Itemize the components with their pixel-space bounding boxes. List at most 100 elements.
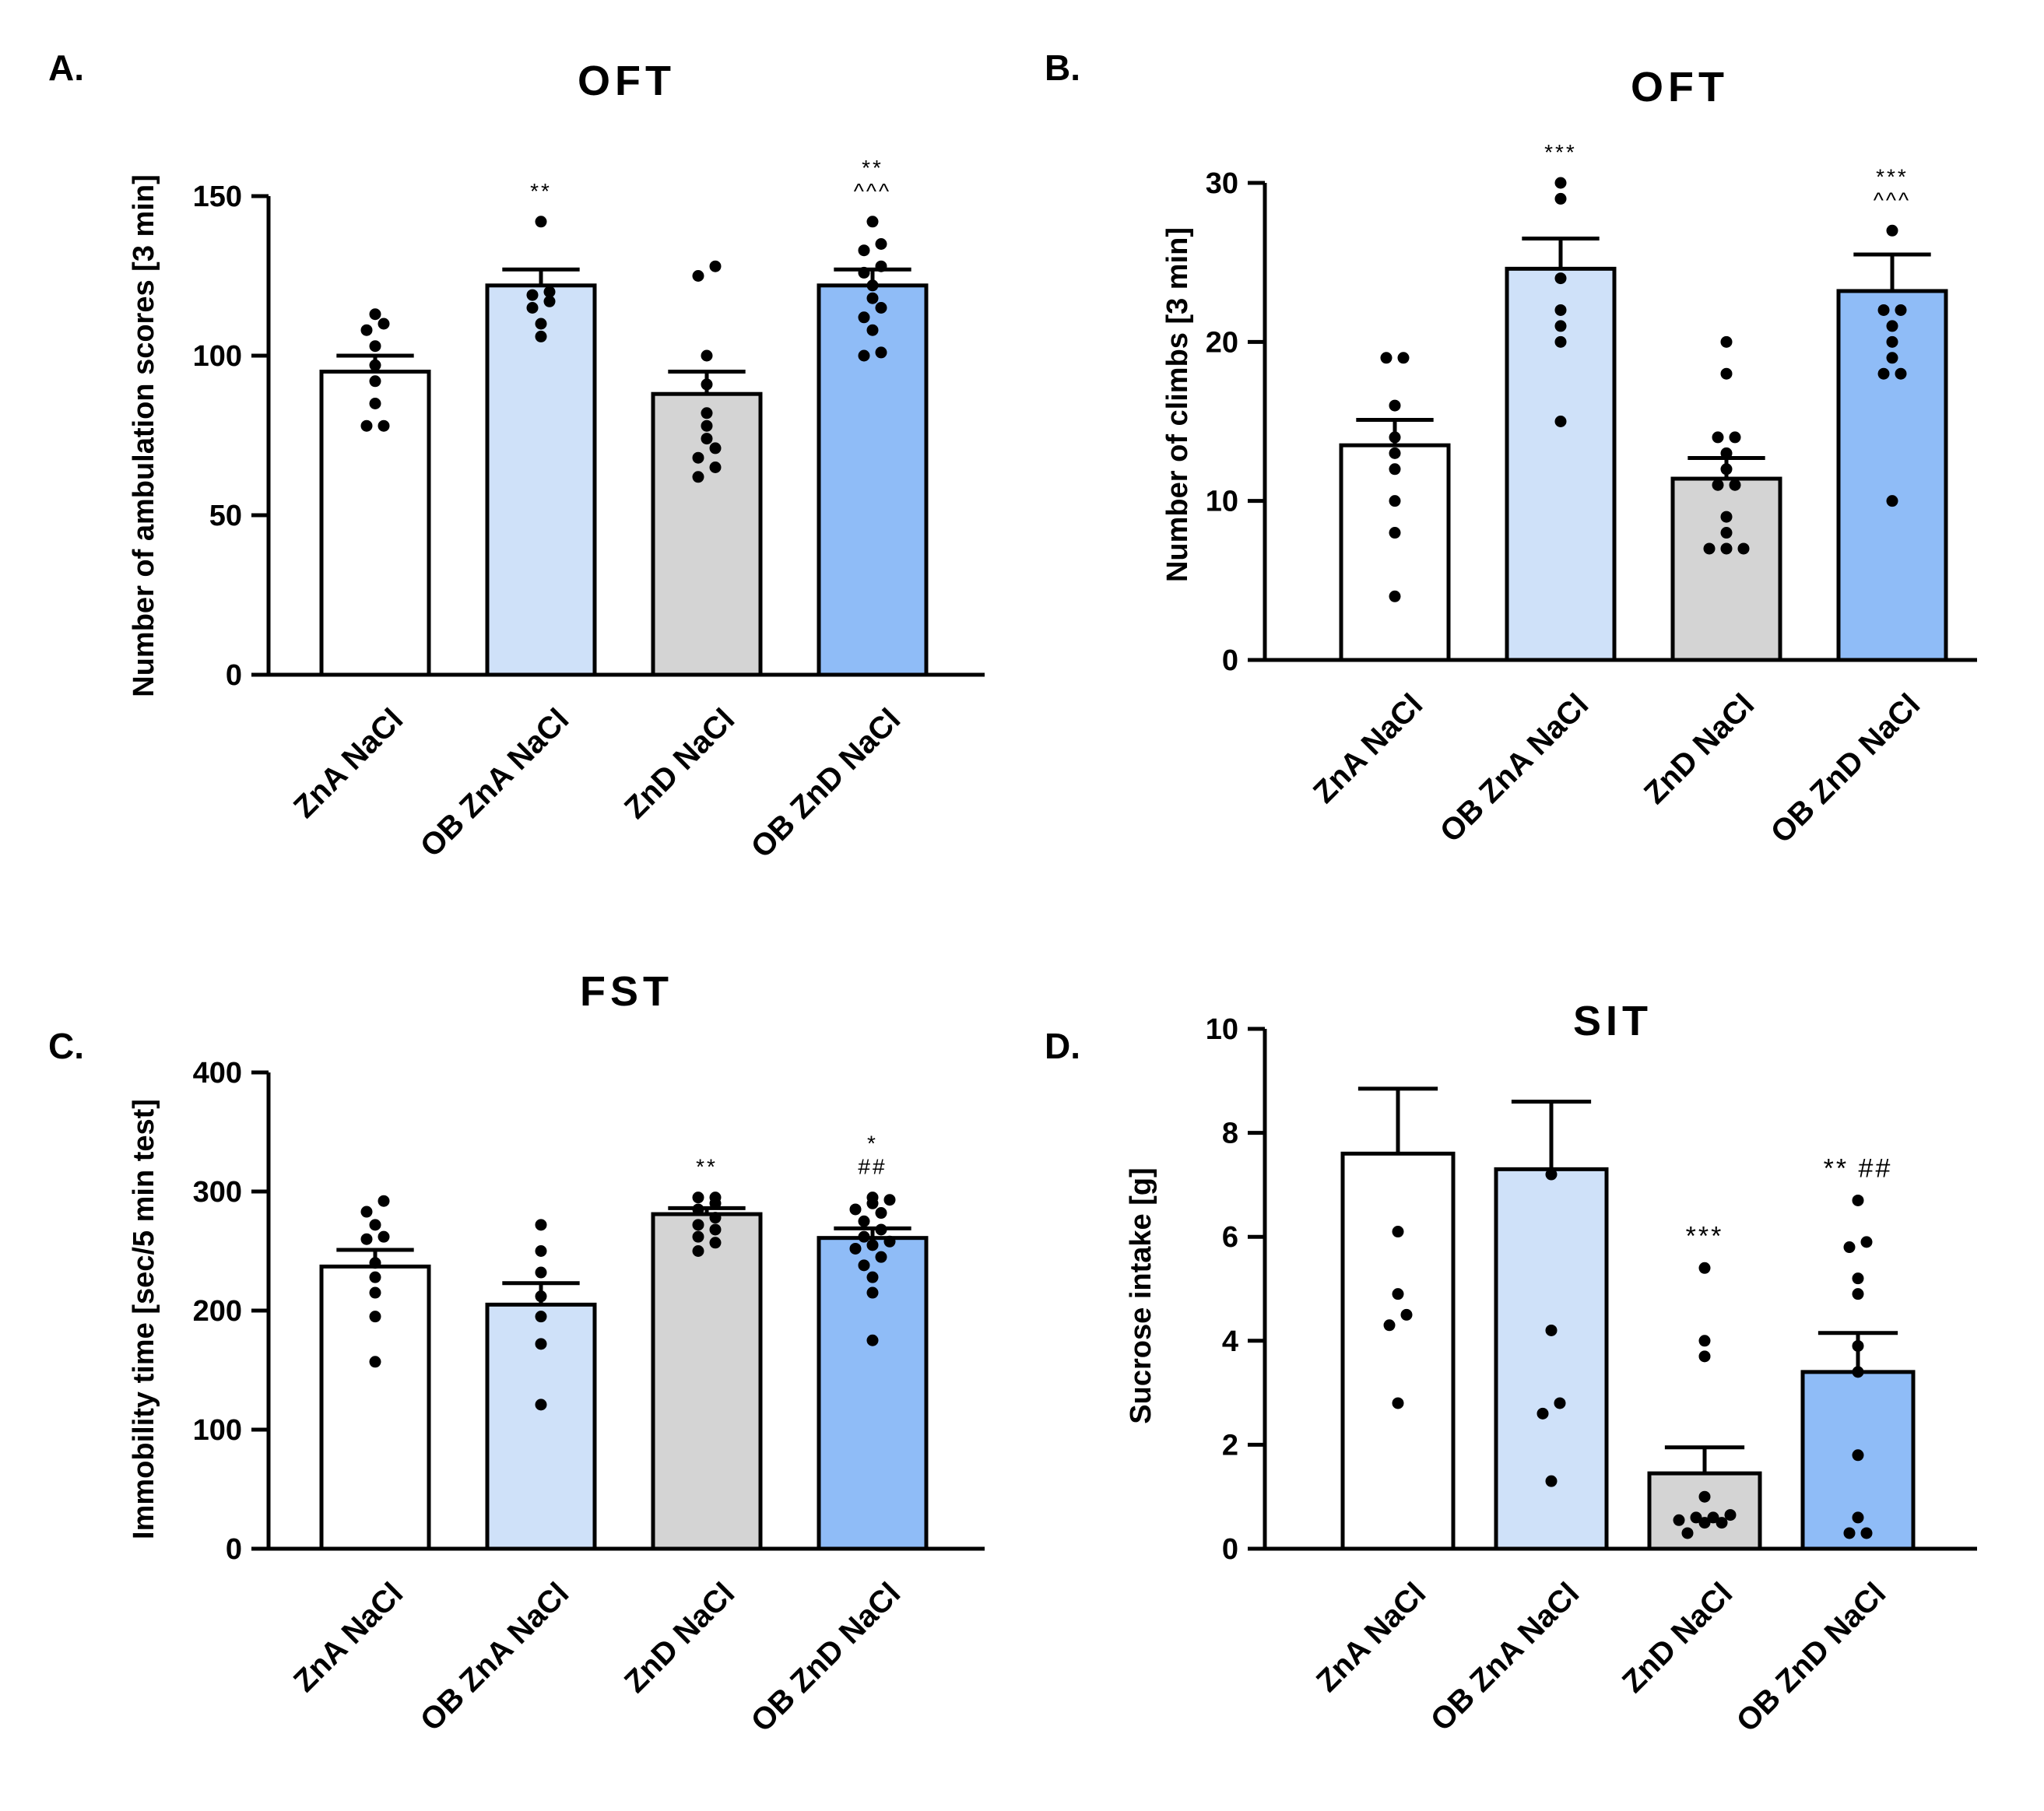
data-point [378, 419, 390, 432]
x-tick-label: ZnD NaCl [1616, 1576, 1739, 1699]
chart-title: FST [580, 968, 673, 1015]
significance-label: ** [530, 179, 552, 203]
data-point [1724, 1509, 1737, 1521]
data-point [692, 1219, 704, 1231]
significance-label: *** [1686, 1221, 1724, 1251]
data-point [1852, 1288, 1864, 1300]
data-point [1860, 1236, 1873, 1248]
data-point [535, 1399, 547, 1411]
bar-ob-znd-nacl [817, 283, 929, 677]
data-point [535, 1338, 547, 1350]
data-point [849, 1242, 862, 1255]
data-point [369, 308, 381, 321]
data-point [360, 1233, 373, 1245]
panel-letter: D. [1045, 1026, 1080, 1066]
x-tick-label: ZnD NaCl [1638, 687, 1761, 810]
data-point [1852, 1272, 1864, 1285]
data-point [1720, 542, 1733, 555]
data-point [1698, 1517, 1711, 1529]
x-tick-label: OB ZnA NaCl [414, 702, 576, 864]
data-point [1554, 1397, 1566, 1409]
data-point [1895, 304, 1907, 316]
data-point [1852, 1511, 1864, 1524]
data-point [526, 289, 539, 301]
y-tick-label: 0 [1222, 644, 1238, 677]
significance-label: ^^^ [854, 179, 891, 203]
data-point [1545, 1168, 1558, 1181]
data-point [1389, 590, 1401, 602]
bar-ob-zna-nacl [1494, 1167, 1609, 1551]
data-point [1737, 542, 1750, 555]
data-point [692, 1230, 704, 1243]
data-point [1389, 463, 1401, 476]
chart-title: OFT [1631, 64, 1729, 111]
y-axis-label: Number of ambulation scores [3 min] [128, 174, 160, 697]
data-point [369, 340, 381, 353]
data-point [1852, 1449, 1864, 1462]
data-point [535, 216, 547, 228]
error-bar [1817, 1331, 1898, 1372]
y-tick-label: 0 [1222, 1533, 1238, 1566]
panel-c: C. FST Immobility time [sec/5 min test] … [48, 968, 985, 1739]
data-point [1852, 1194, 1864, 1206]
data-point [1886, 335, 1898, 348]
data-point [692, 270, 704, 282]
data-point [1681, 1527, 1694, 1539]
significance-label: ^^^ [1874, 188, 1911, 212]
x-tick-label: ZnD NaCl [618, 702, 741, 825]
y-tick-label: 6 [1222, 1221, 1238, 1254]
data-point [535, 1245, 547, 1257]
data-point [1720, 527, 1733, 539]
x-tick-label: OB ZnD NaCl [1730, 1576, 1893, 1739]
error-bar [1357, 1086, 1438, 1154]
chart-title: SIT [1573, 998, 1652, 1044]
y-tick-label: 30 [1206, 167, 1238, 200]
y-tick-label: 0 [226, 1533, 242, 1566]
y-tick-label: 4 [1222, 1325, 1238, 1358]
x-tick-label: ZnA NaCl [1307, 687, 1429, 809]
error-bar [1853, 252, 1931, 291]
data-point [875, 1251, 887, 1263]
data-point [883, 1235, 896, 1248]
x-tick-label: OB ZnA NaCl [1424, 1576, 1586, 1738]
y-tick-label: 200 [193, 1295, 242, 1328]
data-point [701, 407, 713, 419]
data-point [1392, 1288, 1404, 1300]
significance-label: ** [696, 1155, 718, 1179]
data-point [875, 1207, 887, 1220]
panel-letter: C. [48, 1026, 84, 1066]
panel-letter: A. [48, 47, 84, 88]
data-point [543, 295, 556, 307]
data-point [1698, 1490, 1711, 1503]
data-point [369, 359, 381, 371]
data-point [369, 1286, 381, 1299]
x-tick-label: ZnA NaCl [287, 1576, 409, 1698]
data-point [1389, 399, 1401, 412]
data-point [378, 1195, 390, 1207]
error-bar [668, 1206, 746, 1215]
data-point [535, 318, 547, 330]
x-tick-label: OB ZnD NaCl [745, 1576, 908, 1739]
data-point [1886, 224, 1898, 237]
data-point [1886, 352, 1898, 364]
data-point [866, 216, 879, 228]
bar-znd-nacl [1647, 1471, 1762, 1551]
error-bar [1511, 1100, 1592, 1170]
data-point [1877, 367, 1890, 380]
data-point [709, 1237, 722, 1249]
data-point [360, 324, 373, 336]
y-tick-label: 10 [1206, 1013, 1238, 1046]
data-point [858, 1230, 870, 1243]
panel-a: A. OFT Number of ambulation scores [3 mi… [48, 47, 985, 865]
data-point [360, 1206, 373, 1218]
y-axis-label: Sucrose intake [g] [1125, 1167, 1157, 1423]
data-point [1389, 431, 1401, 444]
data-point [858, 349, 870, 362]
data-point [709, 260, 722, 272]
bar-ob-znd-nacl [817, 1236, 929, 1551]
error-bar [1522, 237, 1600, 269]
data-point [1554, 177, 1567, 189]
error-bar [1664, 1445, 1745, 1474]
data-point [1389, 495, 1401, 507]
data-point [701, 433, 713, 445]
